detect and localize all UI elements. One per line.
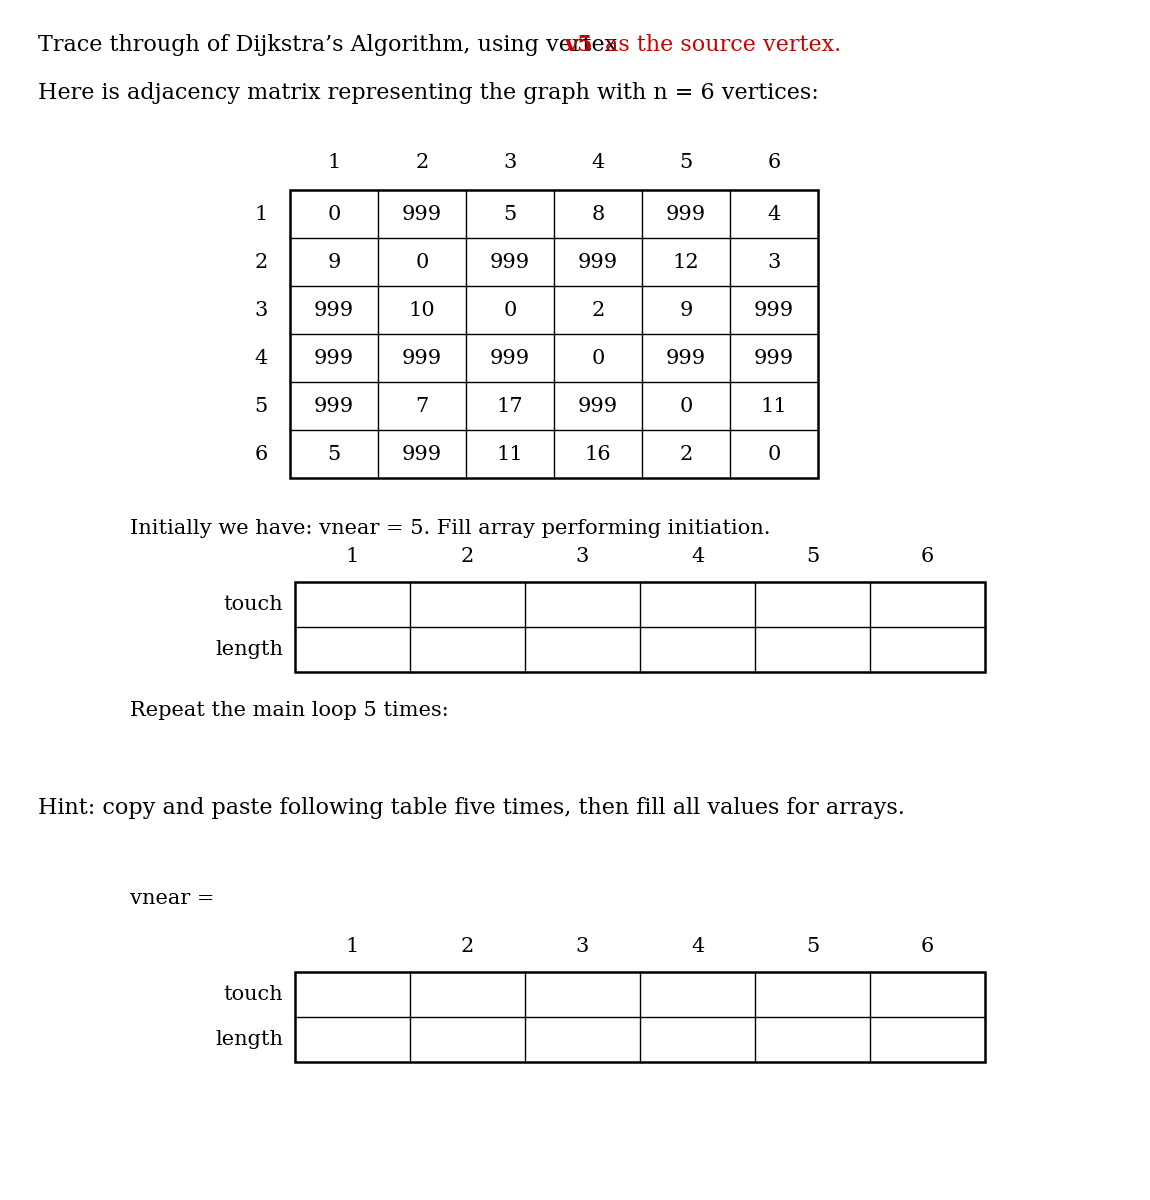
Text: vnear =: vnear = <box>130 888 215 907</box>
Text: 5: 5 <box>806 546 819 565</box>
Text: as the source vertex.: as the source vertex. <box>598 34 842 56</box>
Text: 2: 2 <box>680 444 692 463</box>
Text: 999: 999 <box>402 204 442 223</box>
Bar <box>290 190 818 478</box>
Text: Repeat the main loop 5 times:: Repeat the main loop 5 times: <box>130 701 448 720</box>
Text: 2: 2 <box>415 152 429 172</box>
Text: 999: 999 <box>490 348 530 367</box>
Text: 1: 1 <box>328 152 340 172</box>
Text: 999: 999 <box>490 252 530 271</box>
Text: length: length <box>215 640 283 659</box>
Text: 10: 10 <box>408 300 436 319</box>
Text: 4: 4 <box>691 936 704 955</box>
Text: 9: 9 <box>680 300 692 319</box>
Text: 0: 0 <box>415 252 429 271</box>
Text: 4: 4 <box>767 204 781 223</box>
Text: 0: 0 <box>504 300 516 319</box>
Text: 3: 3 <box>504 152 516 172</box>
Text: 999: 999 <box>314 348 354 367</box>
Text: 999: 999 <box>578 252 618 271</box>
Text: 999: 999 <box>402 348 442 367</box>
Text: 999: 999 <box>402 444 442 463</box>
Text: Here is adjacency matrix representing the graph with n = 6 vertices:: Here is adjacency matrix representing th… <box>38 82 819 104</box>
Text: 5: 5 <box>328 444 340 463</box>
Text: Initially we have: vnear = 5. Fill array performing initiation.: Initially we have: vnear = 5. Fill array… <box>130 518 771 538</box>
Text: 5: 5 <box>255 396 268 415</box>
Text: 2: 2 <box>255 252 268 271</box>
Text: 0: 0 <box>680 396 692 415</box>
Bar <box>296 972 986 1062</box>
Text: Hint: copy and paste following table five times, then fill all values for arrays: Hint: copy and paste following table fiv… <box>38 797 905 818</box>
Text: 999: 999 <box>666 204 706 223</box>
Text: 4: 4 <box>591 152 605 172</box>
Text: 999: 999 <box>314 300 354 319</box>
Text: 3: 3 <box>254 300 268 319</box>
Text: 2: 2 <box>591 300 605 319</box>
Text: 999: 999 <box>754 348 793 367</box>
Text: 6: 6 <box>767 152 781 172</box>
Text: 5: 5 <box>504 204 516 223</box>
Text: 8: 8 <box>591 204 605 223</box>
Text: 6: 6 <box>255 444 268 463</box>
Text: 2: 2 <box>461 936 474 955</box>
Text: 16: 16 <box>584 444 612 463</box>
Text: 4: 4 <box>691 546 704 565</box>
Text: 5: 5 <box>806 936 819 955</box>
Text: 0: 0 <box>328 204 340 223</box>
Text: 5: 5 <box>680 152 692 172</box>
Text: 9: 9 <box>328 252 340 271</box>
Text: 2: 2 <box>461 546 474 565</box>
Text: 17: 17 <box>497 396 523 415</box>
Text: 3: 3 <box>767 252 781 271</box>
Text: 3: 3 <box>576 936 589 955</box>
Text: touch: touch <box>223 985 283 1004</box>
Text: 999: 999 <box>578 396 618 415</box>
Text: 7: 7 <box>415 396 429 415</box>
Text: 1: 1 <box>346 936 359 955</box>
Text: 12: 12 <box>673 252 699 271</box>
Text: 0: 0 <box>591 348 605 367</box>
Text: Trace through of Dijkstra’s Algorithm, using vertex: Trace through of Dijkstra’s Algorithm, u… <box>38 34 624 56</box>
Text: 11: 11 <box>497 444 523 463</box>
Text: 6: 6 <box>921 546 934 565</box>
Text: 3: 3 <box>576 546 589 565</box>
Text: v5: v5 <box>564 34 592 56</box>
Text: 4: 4 <box>255 348 268 367</box>
Bar <box>296 582 986 672</box>
Text: touch: touch <box>223 595 283 614</box>
Text: length: length <box>215 1030 283 1049</box>
Text: 1: 1 <box>346 546 359 565</box>
Text: 11: 11 <box>760 396 788 415</box>
Text: 6: 6 <box>921 936 934 955</box>
Text: 1: 1 <box>254 204 268 223</box>
Text: 999: 999 <box>314 396 354 415</box>
Text: 999: 999 <box>666 348 706 367</box>
Text: 999: 999 <box>754 300 793 319</box>
Text: 0: 0 <box>767 444 781 463</box>
